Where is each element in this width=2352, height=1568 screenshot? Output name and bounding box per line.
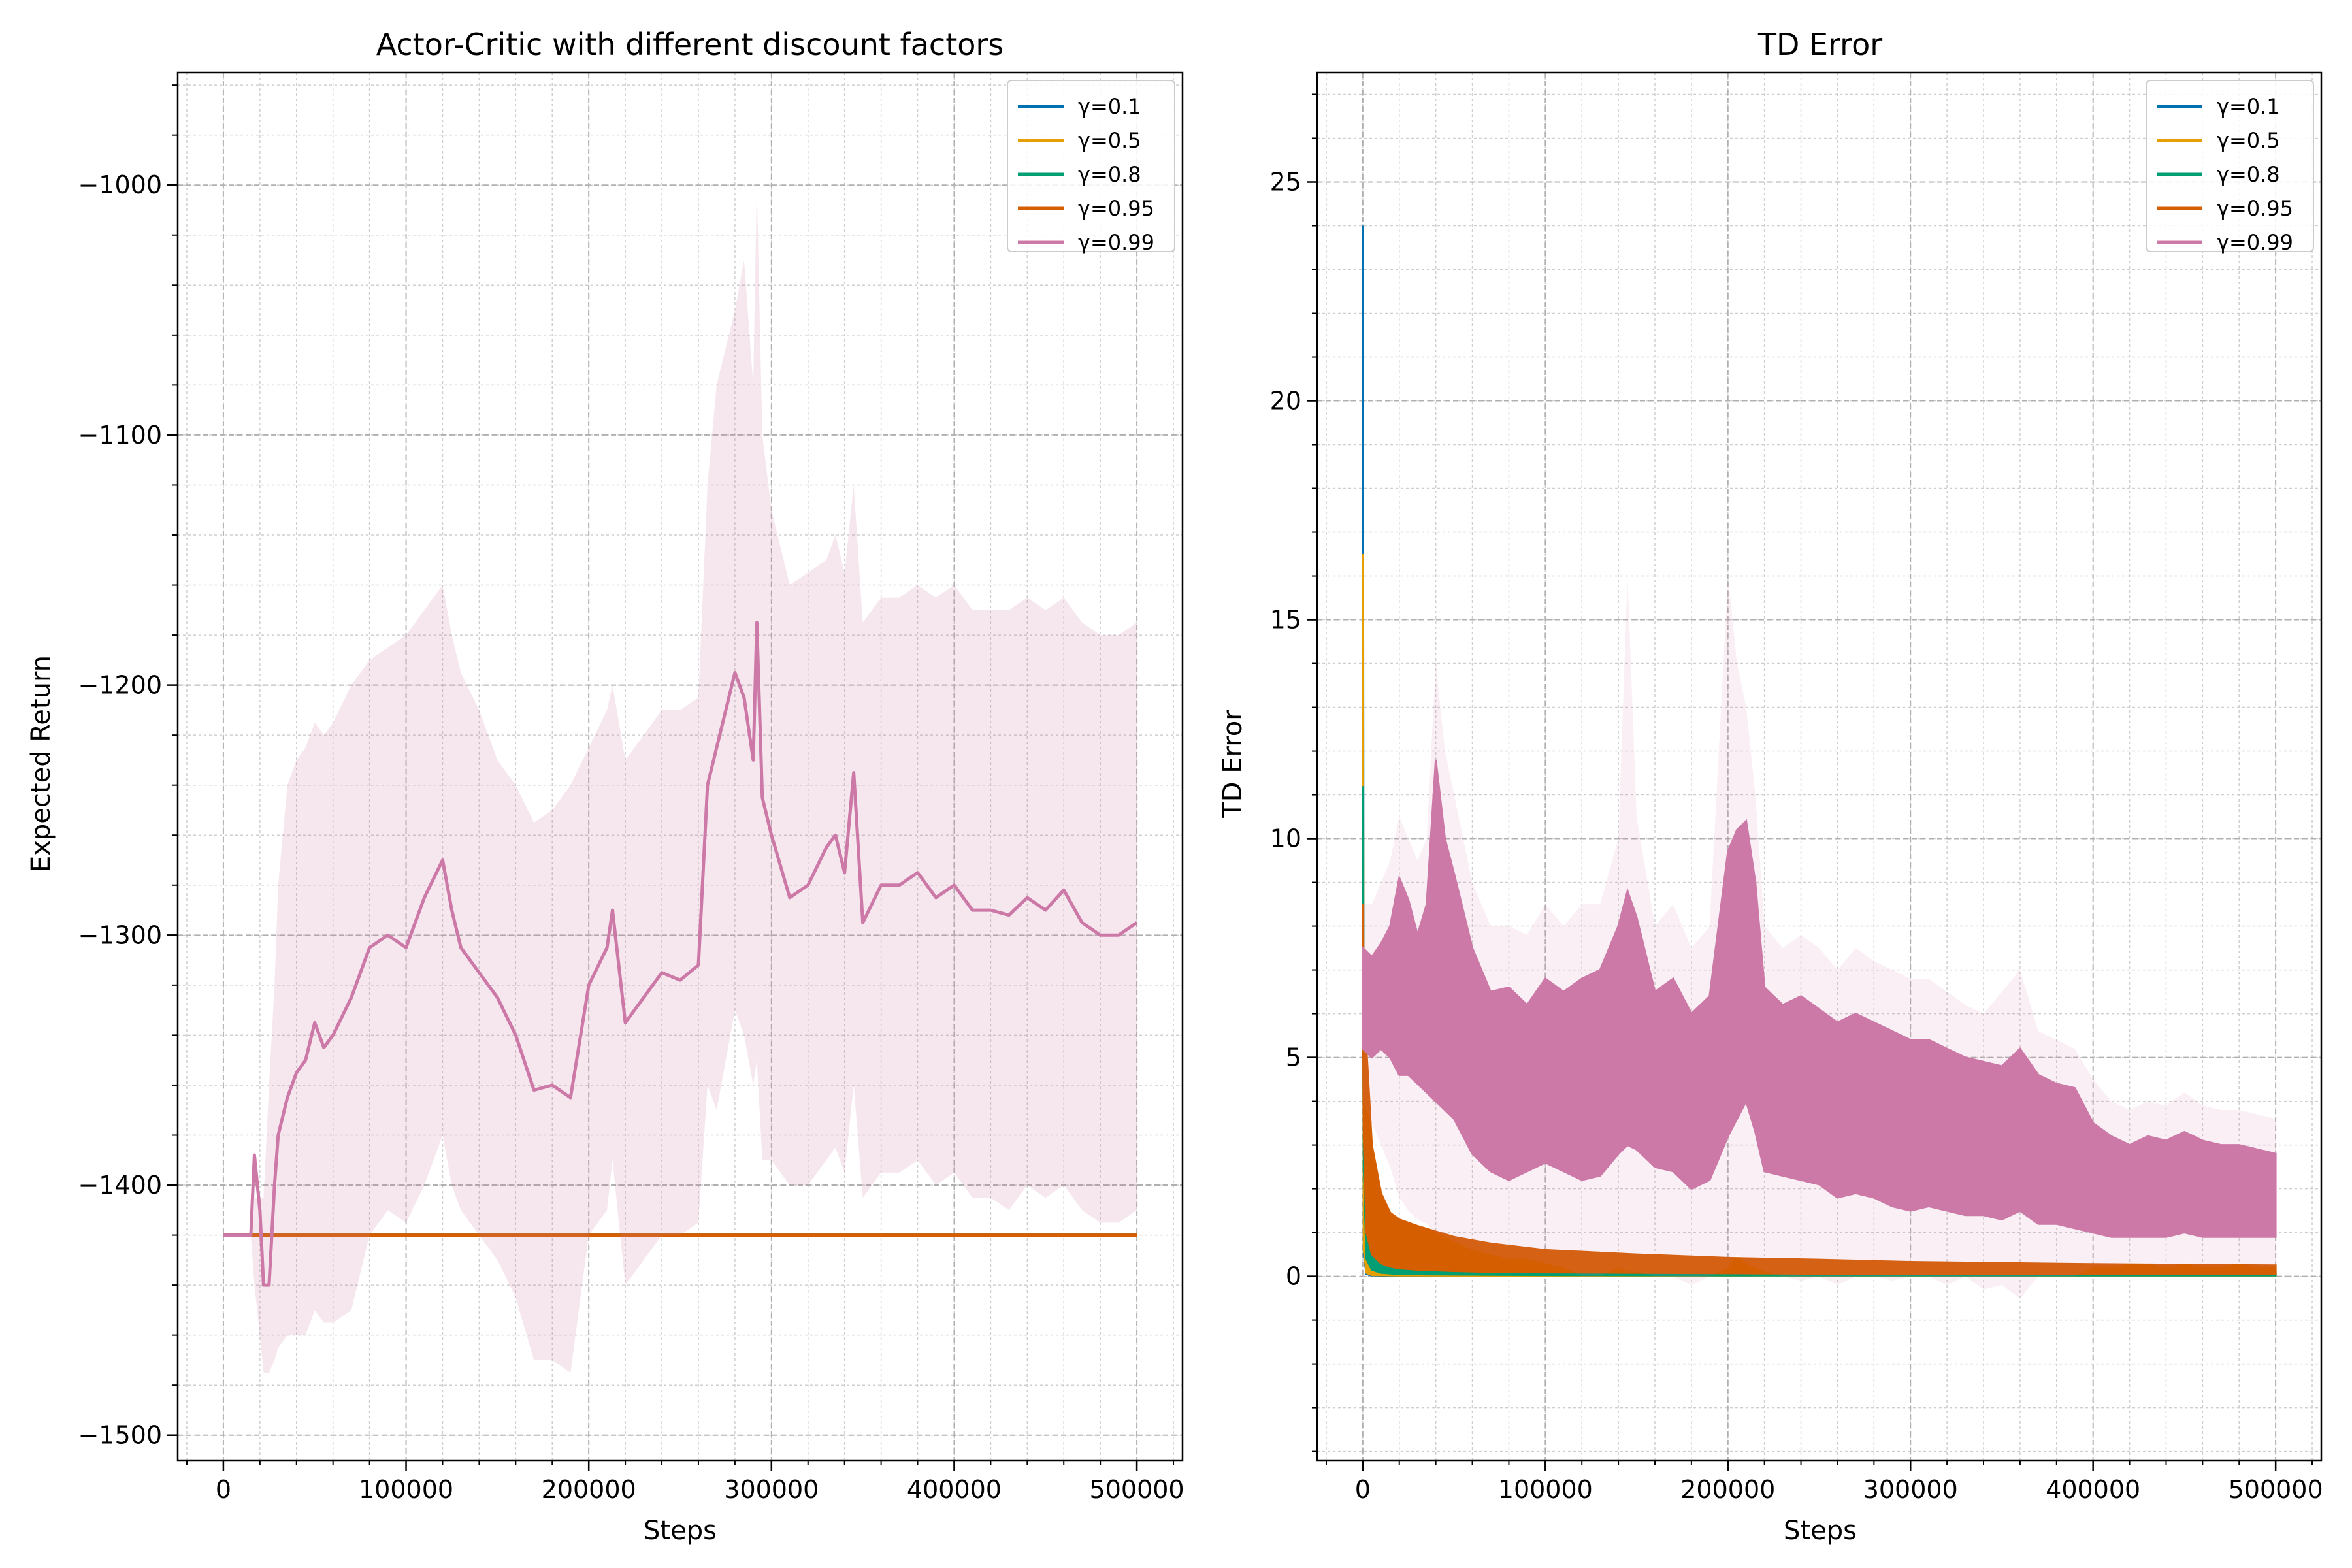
y-tick-label: −1400 [78, 1171, 162, 1200]
x-tick-label: 300000 [724, 1475, 819, 1504]
legend-label: γ=0.1 [1078, 94, 1141, 119]
x-axis-label: Steps [644, 1516, 717, 1546]
x-tick-label: 200000 [1680, 1475, 1775, 1504]
y-tick-label: 15 [1270, 606, 1301, 634]
y-tick-label: 20 [1270, 387, 1301, 416]
y-tick-label: 10 [1270, 825, 1301, 853]
x-axis-label: Steps [1784, 1516, 1857, 1546]
axes-frame [176, 71, 1184, 1462]
x-tick-label: 0 [1355, 1475, 1371, 1504]
y-tick-label: −1300 [78, 921, 162, 949]
x-tick-label: 200000 [542, 1475, 636, 1504]
y-tick-label: −1000 [78, 171, 162, 199]
y-tick-label: 5 [1286, 1043, 1301, 1072]
series-0_95-envelope [1362, 904, 2277, 1275]
series-0_99-confidence-band [223, 185, 1137, 1373]
y-tick-label: −1100 [78, 421, 162, 449]
axes-frame [1316, 71, 2323, 1462]
legend-label: γ=0.95 [2217, 196, 2293, 221]
y-tick-label: 0 [1286, 1262, 1301, 1291]
y-axis-label: Expected Return [26, 655, 56, 872]
x-tick-label: 0 [216, 1475, 231, 1504]
series-0_99-envelope [1362, 759, 2277, 1238]
y-tick-label: −1500 [78, 1421, 162, 1450]
plot-area [1362, 225, 2277, 1299]
x-tick-label: 100000 [359, 1475, 453, 1504]
x-axis: 0 100000 200000 300000 400000 500000 [186, 1460, 1184, 1504]
chart-panel-actor-critic: Actor-Critic with different discount fac… [26, 27, 1184, 1546]
legend-label: γ=0.99 [1078, 230, 1154, 255]
x-tick-label: 500000 [2229, 1475, 2323, 1504]
legend-label: γ=0.1 [2217, 94, 2280, 119]
x-axis: 0 100000 200000 300000 400000 500000 [1325, 1460, 2323, 1504]
y-tick-label: −1200 [78, 671, 162, 700]
legend-label: γ=0.8 [1078, 162, 1141, 187]
x-tick-label: 400000 [907, 1475, 1002, 1504]
x-tick-label: 100000 [1498, 1475, 1593, 1504]
legend-label: γ=0.8 [2217, 162, 2280, 187]
legend-label: γ=0.99 [2217, 230, 2293, 255]
y-axis: 0 5 10 15 20 25 [1270, 93, 1317, 1452]
y-tick-label: 25 [1270, 168, 1301, 197]
y-axis-label: TD Error [1218, 710, 1248, 819]
legend: γ=0.1 γ=0.5 γ=0.8 γ=0.95 γ=0.99 [1007, 80, 1175, 255]
chart-title: Actor-Critic with different discount fac… [376, 27, 1004, 62]
chart-title: TD Error [1757, 27, 1882, 62]
x-tick-label: 500000 [1090, 1475, 1184, 1504]
x-tick-label: 300000 [1863, 1475, 1958, 1504]
chart-panel-td-error: TD Error Steps TD Error 0 100000 200000 300… [1218, 27, 2323, 1546]
legend: γ=0.1 γ=0.5 γ=0.8 γ=0.95 γ=0.99 [2146, 80, 2314, 255]
x-tick-label: 400000 [2046, 1475, 2140, 1504]
legend-label: γ=0.5 [2217, 128, 2280, 153]
legend-label: γ=0.95 [1078, 196, 1154, 221]
plot-area [223, 185, 1138, 1373]
series-0_99-line [223, 621, 1138, 1287]
y-axis: −1500 −1400 −1300 −1200 −1100 −1000 [78, 84, 178, 1450]
legend-label: γ=0.5 [1078, 128, 1141, 153]
